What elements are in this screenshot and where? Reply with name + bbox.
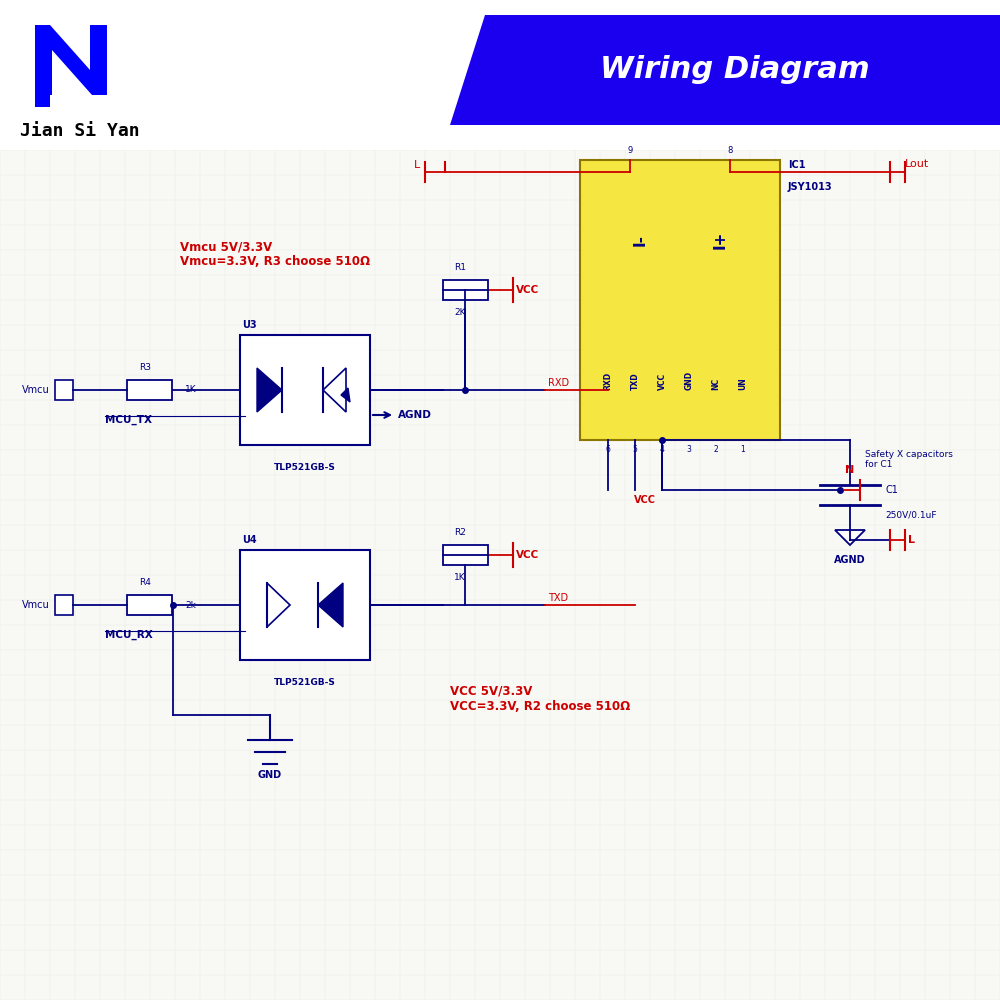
Text: VCC: VCC: [516, 550, 539, 560]
Text: R2: R2: [454, 528, 466, 537]
Text: L: L: [908, 535, 915, 545]
Text: AGND: AGND: [398, 410, 432, 420]
Text: VCC: VCC: [658, 373, 666, 390]
Text: VCC: VCC: [516, 285, 539, 295]
Text: 4: 4: [660, 445, 664, 454]
Text: U3: U3: [242, 320, 257, 330]
Text: TLP521GB-S: TLP521GB-S: [274, 678, 336, 687]
Polygon shape: [323, 368, 346, 412]
Text: 9: 9: [627, 146, 633, 155]
Text: Safety X capacitors
for C1: Safety X capacitors for C1: [865, 450, 953, 469]
Text: MCU_RX: MCU_RX: [105, 630, 153, 640]
Text: UN: UN: [738, 377, 748, 390]
Text: 5: 5: [633, 445, 637, 454]
Text: Vmcu: Vmcu: [22, 600, 50, 610]
Text: RXD: RXD: [548, 378, 569, 388]
Text: Wiring Diagram: Wiring Diagram: [600, 55, 870, 84]
Text: I-: I-: [633, 234, 648, 246]
Polygon shape: [267, 583, 290, 627]
Polygon shape: [450, 15, 1000, 125]
Text: I+: I+: [712, 231, 727, 249]
Bar: [443, 280, 488, 300]
Text: TXD: TXD: [548, 593, 568, 603]
Bar: [240, 335, 370, 445]
Text: 3: 3: [687, 445, 691, 454]
Text: 250V/0.1uF: 250V/0.1uF: [885, 511, 936, 520]
Text: VCC 5V/3.3V
VCC=3.3V, R2 choose 510Ω: VCC 5V/3.3V VCC=3.3V, R2 choose 510Ω: [450, 685, 630, 713]
Bar: [443, 545, 488, 565]
Text: Vmcu: Vmcu: [22, 385, 50, 395]
Bar: [580, 160, 780, 440]
Bar: [55, 380, 73, 400]
Text: MCU_TX: MCU_TX: [105, 415, 152, 425]
Polygon shape: [257, 368, 282, 412]
Text: 8: 8: [727, 146, 733, 155]
Bar: [0, 150, 1000, 1000]
Text: GND: GND: [258, 770, 282, 780]
Text: C1: C1: [885, 485, 898, 495]
Text: 2k: 2k: [185, 600, 196, 609]
Text: IC1: IC1: [788, 160, 806, 170]
Polygon shape: [35, 25, 107, 95]
Text: JSY1013: JSY1013: [788, 182, 833, 192]
Text: Lout: Lout: [905, 159, 929, 169]
Bar: [35, 87, 50, 107]
Text: TXD: TXD: [631, 372, 640, 390]
Text: 1K: 1K: [185, 385, 197, 394]
Text: TLP521GB-S: TLP521GB-S: [274, 463, 336, 472]
Text: 1K: 1K: [454, 573, 466, 582]
Text: AGND: AGND: [834, 555, 866, 565]
Text: R3: R3: [139, 363, 151, 372]
Text: NC: NC: [712, 378, 720, 390]
Text: Vmcu 5V/3.3V
Vmcu=3.3V, R3 choose 510Ω: Vmcu 5V/3.3V Vmcu=3.3V, R3 choose 510Ω: [180, 240, 370, 268]
Polygon shape: [835, 530, 865, 545]
Text: RXD: RXD: [604, 372, 612, 390]
Bar: [55, 595, 73, 615]
Text: 6: 6: [606, 445, 610, 454]
Text: R4: R4: [139, 578, 151, 587]
Text: 1: 1: [741, 445, 745, 454]
Text: N: N: [845, 465, 854, 475]
Text: 2: 2: [714, 445, 718, 454]
Bar: [0, 0, 1000, 150]
Text: U4: U4: [242, 535, 257, 545]
Text: 2K: 2K: [454, 308, 466, 317]
Text: GND: GND: [684, 371, 694, 390]
Bar: [128, 380, 172, 400]
Bar: [240, 550, 370, 660]
Text: R1: R1: [454, 263, 466, 272]
Polygon shape: [318, 583, 343, 627]
Bar: [128, 595, 172, 615]
Text: L: L: [414, 160, 420, 170]
Text: Jian Si Yan: Jian Si Yan: [20, 122, 140, 140]
Text: VCC: VCC: [634, 495, 656, 505]
Polygon shape: [341, 388, 350, 402]
